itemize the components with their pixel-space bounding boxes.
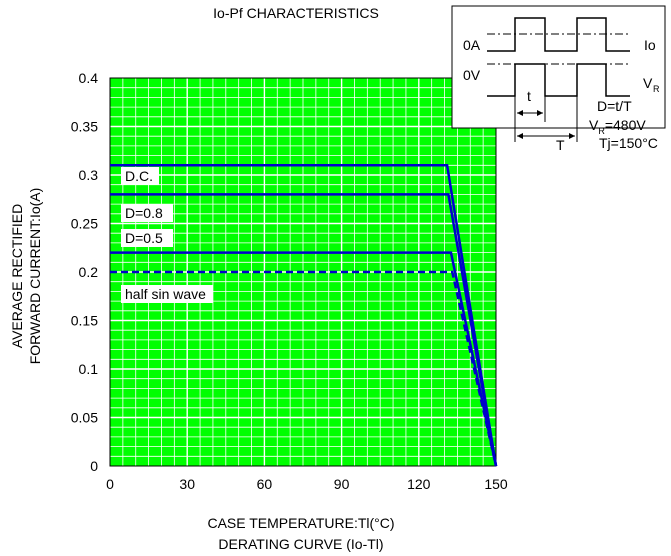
y-axis-label-line1: AVERAGE RECTIFIED	[9, 204, 25, 348]
label-half-sin: half sin wave	[121, 285, 213, 303]
t-label: t	[527, 88, 531, 104]
label-d05: D=0.5	[121, 229, 173, 247]
y-tick-label: 0.1	[79, 361, 99, 377]
waveform-inset: Io 0A 0V V R t T D=t/T VR=480V Tj=150°C	[451, 5, 666, 153]
tj-label: Tj=150°C	[599, 135, 658, 151]
y-tick-label: 0.35	[71, 119, 98, 135]
x-tick-label: 150	[484, 476, 508, 492]
svg-text:D=0.8: D=0.8	[125, 205, 163, 221]
grid-lines	[110, 78, 496, 466]
label-d08: D=0.8	[121, 204, 173, 222]
io-label: Io	[644, 37, 656, 53]
duty-label: D=t/T	[597, 98, 632, 114]
x-tick-label: 60	[257, 476, 273, 492]
y-tick-label: 0.05	[71, 410, 98, 426]
svg-text:D=0.5: D=0.5	[125, 230, 163, 246]
x-tick-label: 0	[106, 476, 114, 492]
chart-subtitle: DERATING CURVE (Io-Tl)	[218, 536, 383, 552]
y-tick-label: 0.4	[79, 70, 99, 86]
series-line-3	[110, 270, 498, 467]
vr-label-sub: R	[653, 84, 660, 94]
y-tick-label: 0.25	[71, 216, 98, 232]
y-tick-label: 0.2	[79, 264, 99, 280]
chart-title: Io-Pf CHARACTERISTICS	[213, 5, 379, 21]
svg-text:D.C.: D.C.	[125, 168, 153, 184]
vr-label: V	[643, 75, 653, 91]
y-axis-label-line2: FORWARD CURRENT:Io(A)	[27, 188, 43, 365]
zero-v-label: 0V	[463, 67, 481, 83]
series-line-0	[110, 164, 498, 467]
x-axis-label: CASE TEMPERATURE:Tl(°C)	[207, 515, 394, 531]
y-tick-label: 0.3	[79, 167, 99, 183]
zero-a-label: 0A	[463, 37, 481, 53]
vr-value-label: VR=480V	[589, 117, 646, 136]
x-tick-labels: 0 30 60 90 120 150	[106, 476, 508, 492]
y-tick-labels: 0 0.05 0.1 0.15 0.2 0.25 0.3 0.35 0.4	[71, 70, 98, 474]
x-tick-label: 120	[407, 476, 431, 492]
y-tick-label: 0	[90, 458, 98, 474]
label-dc: D.C.	[121, 167, 159, 185]
series-lines	[110, 164, 498, 467]
x-tick-label: 30	[179, 476, 195, 492]
v-waveform	[487, 63, 630, 97]
x-tick-label: 90	[334, 476, 350, 492]
svg-text:half sin wave: half sin wave	[125, 286, 206, 302]
series-line-1	[110, 193, 498, 467]
y-tick-label: 0.15	[71, 313, 98, 329]
T-label: T	[556, 137, 565, 153]
